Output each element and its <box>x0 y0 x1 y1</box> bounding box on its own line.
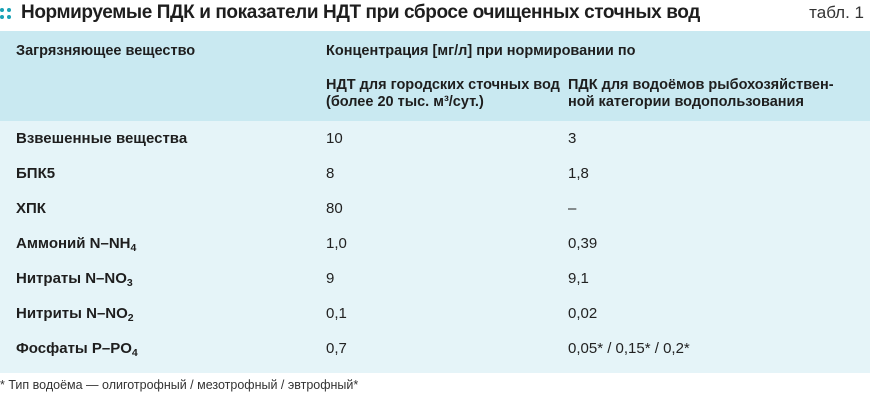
table-number: табл. 1 <box>809 3 864 22</box>
table-row: Аммоний N–NH4 1,0 0,39 <box>0 226 870 261</box>
data-table: Загрязняющее вещество Концентрация [мг/л… <box>0 31 870 373</box>
table-row: ХПК 80 – <box>0 191 870 226</box>
table-row: Взвешенные вещества 10 3 <box>0 121 870 156</box>
cell-pdk: 0,05* / 0,15* / 0,2* <box>568 340 690 357</box>
cell-pdk: 9,1 <box>568 270 589 287</box>
dots-icon <box>0 8 12 20</box>
cell-ndt: 80 <box>326 200 343 217</box>
table-row: БПК5 8 1,8 <box>0 156 870 191</box>
column-header-pdk: ПДК для водоёмов рыбохозяйствен-ной кате… <box>568 77 834 110</box>
footnote: * Тип водоёма — олиготрофный / мезотрофн… <box>0 378 359 392</box>
cell-pdk: 3 <box>568 130 577 147</box>
cell-ndt: 1,0 <box>326 235 347 252</box>
cell-ndt: 0,7 <box>326 340 347 357</box>
table-row: Нитриты N–NO2 0,1 0,02 <box>0 296 870 331</box>
cell-substance: Фосфаты P–PO4 <box>16 340 138 359</box>
cell-substance: Аммоний N–NH4 <box>16 235 137 254</box>
cell-pdk: 0,02 <box>568 305 598 322</box>
cell-substance: Нитриты N–NO2 <box>16 305 134 324</box>
page-title: Нормируемые ПДК и показатели НДТ при сбр… <box>21 2 700 23</box>
cell-substance: Нитраты N–NO3 <box>16 270 133 289</box>
table-row: Нитраты N–NO3 9 9,1 <box>0 261 870 296</box>
cell-pdk: – <box>568 200 577 217</box>
table-row: Фосфаты P–PO4 0,7 0,05* / 0,15* / 0,2* <box>0 331 870 366</box>
cell-ndt: 9 <box>326 270 335 287</box>
column-header-ndt: НДТ для городских сточных вод (более 20 … <box>326 77 560 110</box>
title-row: Нормируемые ПДК и показатели НДТ при сбр… <box>0 0 870 30</box>
table-header: Загрязняющее вещество Концентрация [мг/л… <box>0 31 870 121</box>
cell-ndt: 8 <box>326 165 335 182</box>
column-header-concentration: Концентрация [мг/л] при нормировании по <box>326 43 636 59</box>
cell-ndt: 0,1 <box>326 305 347 322</box>
column-header-substance: Загрязняющее вещество <box>16 43 196 59</box>
cell-substance: ХПК <box>16 200 46 217</box>
cell-substance: БПК5 <box>16 165 56 182</box>
cell-substance: Взвешенные вещества <box>16 130 188 147</box>
cell-ndt: 10 <box>326 130 343 147</box>
cell-pdk: 0,39 <box>568 235 598 252</box>
cell-pdk: 1,8 <box>568 165 589 182</box>
